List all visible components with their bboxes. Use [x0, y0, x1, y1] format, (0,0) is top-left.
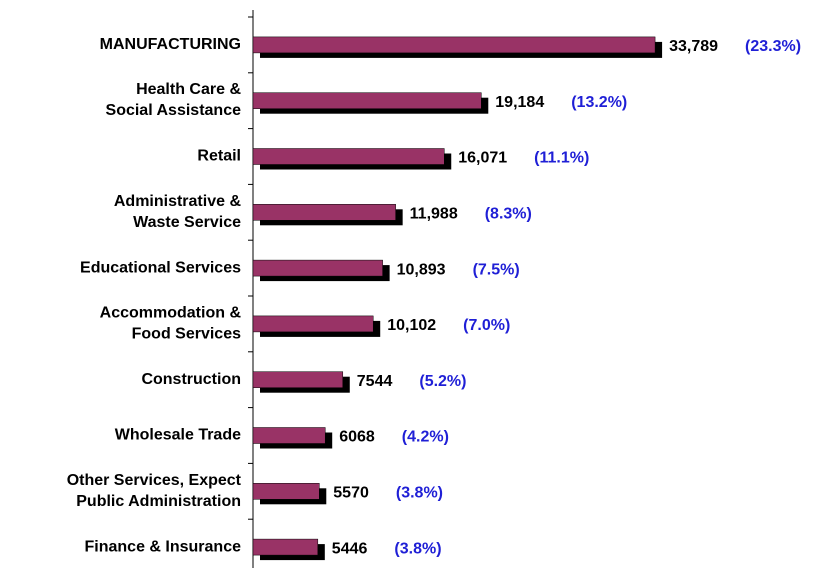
- share-label: (23.3%): [745, 38, 801, 55]
- share-label: (8.3%): [485, 206, 532, 223]
- value-label: 10,102: [387, 317, 436, 334]
- bar: [252, 148, 445, 165]
- share-label: (7.0%): [463, 317, 510, 334]
- category-label: Other Services, Expect Public Administrat…: [67, 472, 242, 510]
- share-label: (7.5%): [473, 261, 520, 278]
- share-label: (5.2%): [419, 373, 466, 390]
- value-label: 10,893: [397, 261, 446, 278]
- category-label: Health Care & Social Assistance: [106, 81, 242, 119]
- category-label: MANUFACTURING: [100, 36, 241, 53]
- category-label: Accommodation & Food Services: [100, 305, 242, 343]
- share-label: (3.8%): [394, 540, 441, 557]
- value-label: 19,184: [495, 94, 544, 111]
- bar: [252, 538, 319, 556]
- bar: [252, 259, 383, 277]
- bar: [252, 92, 482, 109]
- share-label: (11.1%): [534, 150, 589, 167]
- bar: [252, 371, 344, 388]
- bar: [252, 483, 320, 500]
- share-label: (3.8%): [396, 485, 443, 502]
- share-label: (13.2%): [571, 94, 627, 111]
- value-label: 5446: [332, 540, 368, 557]
- bar: [252, 427, 326, 444]
- category-label: Retail: [197, 148, 241, 165]
- value-label: 6068: [339, 429, 375, 446]
- category-label: Finance & Insurance: [85, 538, 242, 555]
- category-label: Educational Services: [80, 259, 241, 276]
- value-label: 11,988: [410, 206, 458, 223]
- value-label: 5570: [333, 485, 369, 502]
- category-label: Administrative & Waste Service: [114, 193, 242, 231]
- bar: [252, 315, 374, 333]
- value-label: 33,789: [669, 38, 718, 55]
- category-label: Construction: [141, 371, 241, 388]
- bar: [252, 204, 396, 221]
- value-label: 7544: [357, 373, 393, 390]
- bar: [252, 36, 656, 54]
- share-label: (4.2%): [402, 429, 449, 446]
- value-label: 16,071: [458, 150, 507, 167]
- category-label: Wholesale Trade: [115, 427, 241, 444]
